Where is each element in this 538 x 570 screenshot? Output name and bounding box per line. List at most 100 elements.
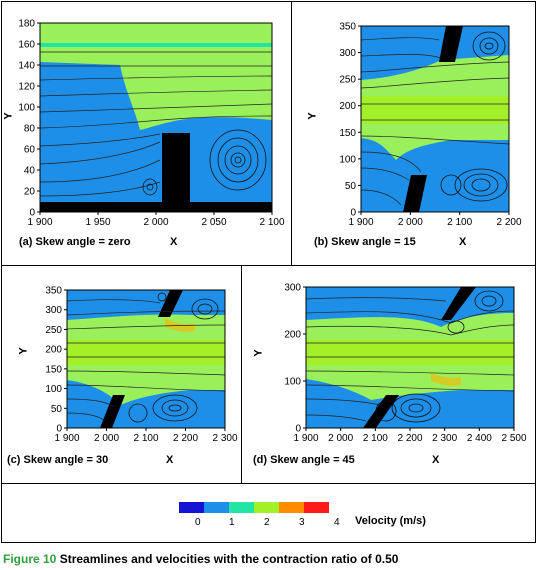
y-tick-label: 0 (56, 424, 62, 435)
x-tick-label: 2 000 (398, 217, 423, 228)
legend-tick: 3 (299, 517, 305, 528)
y-tick-label: 50 (51, 404, 63, 415)
vortex-large (209, 129, 267, 191)
y-tick-label: 100 (339, 154, 356, 165)
obstruction-upper (441, 287, 476, 320)
divider-row1 (1, 265, 536, 266)
y-tick-label: 50 (345, 181, 357, 192)
x-tick-label: 2 300 (432, 433, 457, 444)
vortex-upper (157, 292, 219, 320)
y-tick-label: 300 (45, 305, 62, 316)
streamlines (39, 51, 273, 197)
plot-d: 1 900 2 000 2 100 2 200 2 300 2 400 2 500 0 100 2… (284, 283, 527, 445)
y-tick-label: 20 (24, 187, 36, 198)
x-tick-label: 2 500 (501, 433, 526, 444)
x-tick-label: 1 900 (293, 433, 318, 444)
panel-caption: (c) Skew angle = 30 (7, 454, 109, 466)
divider-row2 (1, 483, 536, 484)
obstruction-lower (363, 395, 399, 428)
legend-tick: 0 (195, 517, 201, 528)
channel-bed (40, 202, 272, 212)
x-tick-label: 2 100 (363, 433, 388, 444)
vortex-lower (440, 168, 508, 202)
y-tick-label: 150 (339, 128, 356, 139)
panel-caption: (a) Skew angle = zero (19, 236, 131, 248)
y-tick-label: 0 (29, 208, 35, 219)
y-tick-label: 300 (284, 283, 301, 294)
streamlines (360, 37, 510, 206)
x-tick-label: 1 900 (54, 433, 79, 444)
vortex-small (142, 178, 158, 196)
panel-b: Y 1 900 2 (291, 0, 536, 265)
x-axis-label: X (166, 454, 174, 466)
x-tick-label: 2 100 (447, 217, 472, 228)
y-tick-label: 180 (18, 19, 35, 30)
legend-swatch (204, 502, 229, 513)
x-axis-label: X (432, 454, 440, 466)
figure-caption: Figure 10 Streamlines and velocities wit… (3, 552, 398, 566)
legend-swatch (279, 502, 304, 513)
y-tick-label: 250 (45, 325, 62, 336)
y-tick-label: 40 (24, 166, 36, 177)
vortex-upper (447, 290, 504, 334)
x-tick-label: 2 200 (496, 217, 521, 228)
high-velocity-zone (40, 23, 272, 130)
x-axis-label: X (459, 236, 467, 248)
x-tick-label: 2 100 (133, 433, 158, 444)
obstruction-upper (158, 290, 183, 317)
obstruction-lower (403, 175, 427, 212)
y-tick-label: 300 (339, 48, 356, 59)
panel-caption: (d) Skew angle = 45 (253, 454, 355, 466)
streamlines (305, 297, 515, 422)
streamlines (66, 299, 226, 422)
y-tick-label: 120 (18, 82, 35, 93)
y-tick-label: 60 (24, 145, 36, 156)
x-tick-label: 2 200 (397, 433, 422, 444)
figure-frame (1, 1, 536, 543)
y-tick-label: 100 (18, 103, 35, 114)
plot-a: 1 900 1 950 2 000 2 050 2 100 0 20 40 60 80 100 120… (18, 19, 285, 229)
x-tick-label: 1 950 (85, 217, 110, 228)
y-tick-label: 100 (45, 384, 62, 395)
vortex-lower (128, 394, 198, 423)
x-tick-label: 2 000 (94, 433, 119, 444)
y-tick-label: 100 (284, 377, 301, 388)
legend-swatch (229, 502, 254, 513)
obstruction-lower (100, 395, 125, 428)
vortex-upper (472, 31, 506, 61)
x-tick-label: 2 200 (173, 433, 198, 444)
y-tick-label: 150 (45, 364, 62, 375)
panel-d: Y 1 900 2 000 2 10 (241, 265, 536, 483)
y-tick-label: 0 (350, 208, 356, 219)
vortex-lower (375, 393, 441, 423)
x-tick-label: 2 400 (467, 433, 492, 444)
y-tick-label: 250 (339, 75, 356, 86)
obstruction-block (162, 133, 190, 212)
plot-c: 1 900 2 000 2 100 2 200 2 300 0 50 100 150 200 250… (45, 286, 238, 445)
legend-swatch (254, 502, 279, 513)
panel-c: Y 1 900 2 000 2 10 (0, 265, 241, 483)
x-tick-label: 2 100 (259, 217, 284, 228)
figure-caption-text: Streamlines and velocities with the cont… (59, 552, 399, 566)
x-tick-label: 2 300 (212, 433, 237, 444)
legend-tick: 4 (334, 517, 340, 528)
x-tick-label: 1 900 (348, 217, 373, 228)
legend-title: Velocity (m/s) (355, 515, 426, 527)
x-tick-label: 2 050 (201, 217, 226, 228)
y-tick-label: 350 (45, 286, 62, 297)
legend-tick: 1 (229, 517, 235, 528)
legend-tick: 2 (264, 517, 270, 528)
y-tick-label: 80 (24, 124, 36, 135)
legend-swatch (179, 502, 204, 513)
x-tick-label: 2 000 (328, 433, 353, 444)
divider-bottom (241, 265, 242, 483)
x-tick-label: 1 900 (27, 217, 52, 228)
plot-b: 1 900 2 000 2 100 2 200 0 50 100 150 200 250 300 35… (339, 22, 522, 229)
y-tick-label: 160 (18, 40, 35, 51)
divider-top (291, 1, 292, 265)
x-tick-label: 2 000 (143, 217, 168, 228)
y-tick-label: 200 (284, 330, 301, 341)
y-tick-label: 140 (18, 61, 35, 72)
obstruction-upper (439, 26, 463, 62)
panel-a: Y 1 900 1 (0, 0, 291, 265)
